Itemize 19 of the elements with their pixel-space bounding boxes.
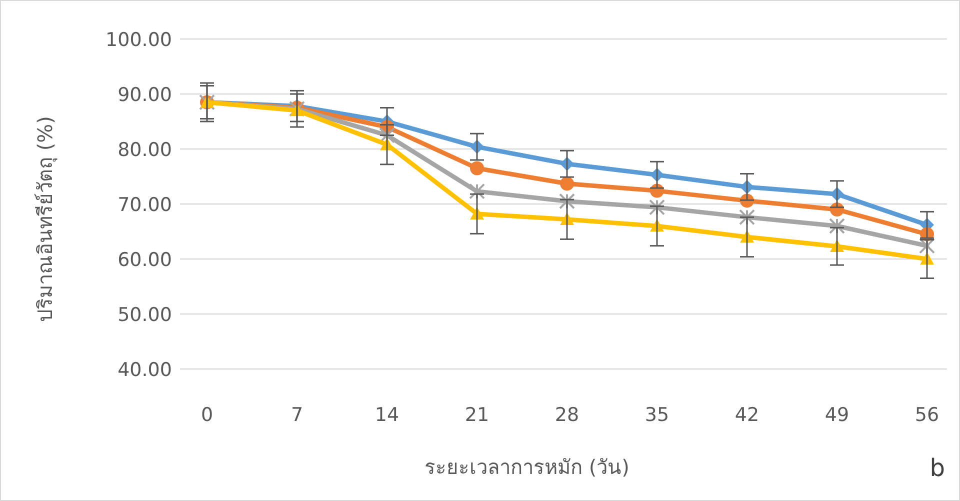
y-tick-label: 100.00 — [106, 29, 172, 51]
y-tick-label: 80.00 — [118, 139, 172, 161]
text: b — [930, 454, 945, 482]
y-tick-label: 50.00 — [118, 304, 172, 326]
x-tick-label: 7 — [290, 404, 304, 426]
y-tick-label: 70.00 — [118, 194, 172, 216]
x-axis-title: ระยะเวลาการหมัก (วัน) — [424, 455, 630, 479]
x-tick-label: 42 — [734, 404, 760, 426]
x-tick-label: 0 — [200, 404, 214, 426]
x-tick-label: 56 — [914, 404, 940, 426]
x-tick-label: 49 — [824, 404, 850, 426]
y-tick-label: 40.00 — [118, 359, 172, 381]
x-tick-label: 14 — [374, 404, 400, 426]
x-tick-label: 21 — [464, 404, 490, 426]
y-tick-label: 60.00 — [118, 249, 172, 271]
x-tick-label: 35 — [644, 404, 670, 426]
y-tick-label: 90.00 — [118, 84, 172, 106]
y-axis-title: ปริมาณอินทรีย์วัตถุ (%) — [33, 116, 58, 322]
x-tick-label: 28 — [554, 404, 580, 426]
